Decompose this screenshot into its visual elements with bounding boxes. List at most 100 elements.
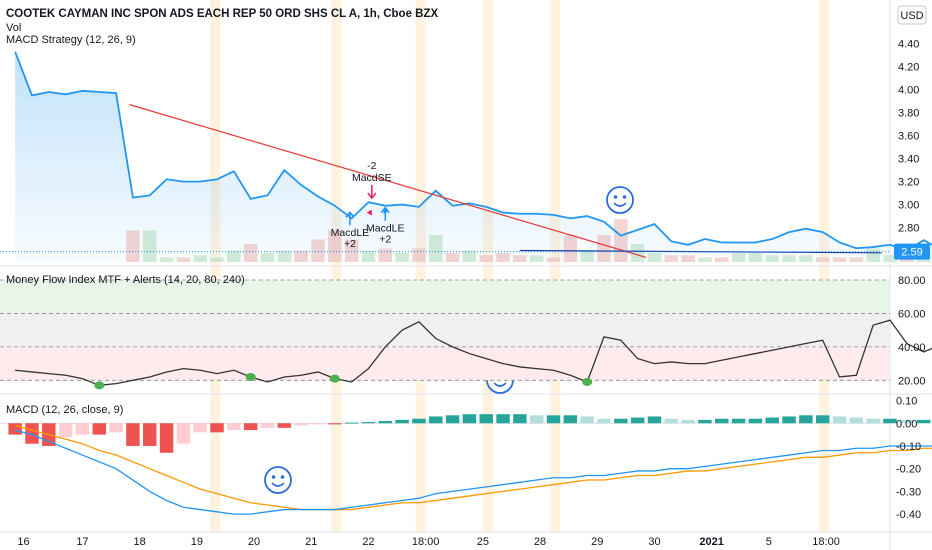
signal-qty: -2 [367, 160, 376, 172]
macd-histogram-bar [546, 415, 561, 424]
smiley-eye [280, 475, 285, 479]
macd-axis-tick: 0.10 [896, 396, 917, 408]
signal-name: MacdLE [331, 227, 370, 239]
macd-histogram-bar [563, 415, 578, 424]
macd-histogram-bar [799, 415, 813, 424]
macd-axis-tick: -0.10 [896, 441, 921, 453]
smiley-eye [613, 195, 618, 199]
smiley-icon [264, 466, 292, 494]
macd-histogram-bar [513, 414, 527, 424]
macd-histogram-bar [25, 423, 39, 444]
time-axis-tick: 19 [191, 536, 203, 548]
signal-qty: +2 [379, 234, 391, 246]
macd-histogram-bar [176, 423, 191, 444]
signal-qty: +2 [344, 238, 356, 250]
mfi-marker [94, 381, 105, 390]
macd-histogram-bar [647, 416, 662, 424]
macd-histogram-bar [294, 423, 308, 426]
mfi-pane-title: Money Flow Index MTF + Alerts (14, 20, 8… [6, 274, 245, 286]
mfi-axis-tick: 40.00 [898, 342, 926, 354]
macd-pane-title: MACD (12, 26, close, 9) [6, 404, 123, 416]
mfi-axis-tick: 60.00 [898, 308, 926, 320]
smiley-mouth [613, 202, 627, 207]
macd-histogram-bar [344, 422, 359, 424]
last-price-value: 2.59 [901, 247, 922, 259]
time-axis-tick: 18 [134, 536, 146, 548]
macd-histogram-bar [815, 415, 830, 424]
price-axis-tick: 4.20 [898, 62, 919, 74]
macd-histogram-bar [681, 419, 695, 424]
macd-histogram-bar [883, 418, 897, 424]
price-axis-tick: 4.00 [898, 85, 919, 97]
chart-title: COOTEK CAYMAN INC SPON ADS EACH REP 50 O… [6, 8, 438, 20]
macd-histogram-bar [8, 423, 22, 435]
macd-histogram-bar [328, 423, 342, 425]
macd-histogram-bar [412, 418, 426, 424]
time-axis-tick: 25 [477, 536, 489, 548]
mfi-marker [329, 374, 340, 383]
strategy-signal: MacdLE+2 [366, 206, 405, 246]
support-line [519, 249, 882, 254]
macd-histogram-bar [109, 423, 123, 433]
time-axis-tick: 22 [362, 536, 374, 548]
price-axis-tick: 3.40 [898, 154, 919, 166]
smiley-eye [622, 195, 627, 199]
time-axis-tick: 21 [305, 536, 317, 548]
mfi-axis-tick: 80.00 [898, 275, 926, 287]
price-axis-tick: 3.60 [898, 131, 919, 143]
price-line [14, 51, 932, 252]
long-arrowhead [345, 211, 355, 218]
macd-histogram-bar [277, 423, 292, 428]
macd-histogram-bar [75, 423, 90, 435]
last-price-badge: 2.59 [894, 243, 930, 260]
volume-label: Vol [6, 22, 21, 34]
time-axis-tick: 17 [76, 536, 88, 548]
macd-histogram-bar [462, 414, 477, 424]
macd-histogram-bar [193, 423, 207, 433]
price-axis-tick: 3.80 [898, 108, 919, 120]
time-axis-tick: 30 [648, 536, 660, 548]
time-axis-tick: 20 [248, 536, 260, 548]
macd-histogram-bar [243, 423, 258, 431]
time-axis-tick: 29 [591, 536, 603, 548]
strategy-signal: MacdLE+2 [331, 211, 370, 250]
mfi-band [0, 313, 890, 347]
macd-histogram-bar [143, 423, 157, 446]
macd-line [14, 429, 932, 515]
macd-histogram-bar [58, 423, 73, 437]
signal-name: MacdLE [366, 223, 405, 235]
macd-histogram-bar [580, 416, 594, 424]
price-area [15, 51, 932, 262]
smiley-mouth [271, 482, 285, 487]
macd-histogram-bar [496, 414, 510, 424]
macd-histogram-bar [849, 417, 864, 424]
macd-signal-line [14, 424, 932, 511]
mfi-marker [582, 377, 593, 386]
macd-axis-tick: -0.20 [896, 464, 921, 476]
mfi-band [0, 280, 890, 314]
macd-histogram-bar [748, 418, 763, 424]
smiley-mouth [493, 382, 507, 387]
macd-histogram-bar [614, 418, 628, 424]
short-arrowhead [367, 192, 377, 200]
time-axis-tick: 5 [766, 536, 772, 548]
trend-line [129, 104, 647, 258]
macd-axis-tick: -0.30 [896, 486, 921, 498]
macd-histogram-bar [698, 419, 712, 424]
macd-histogram-bar [126, 423, 140, 446]
smiley-face [606, 186, 634, 214]
macd-histogram-bar [731, 418, 746, 424]
macd-histogram-bar [311, 423, 325, 425]
currency-button[interactable]: USD [897, 5, 927, 25]
smiley-eye [271, 475, 276, 479]
price-axis-tick: 2.80 [898, 223, 919, 235]
macd-histogram-bar [597, 418, 611, 424]
macd-histogram-bar [445, 415, 460, 424]
macd-histogram-bar [92, 423, 106, 435]
macd-pane [0, 414, 932, 515]
currency-button-label: USD [900, 10, 923, 22]
